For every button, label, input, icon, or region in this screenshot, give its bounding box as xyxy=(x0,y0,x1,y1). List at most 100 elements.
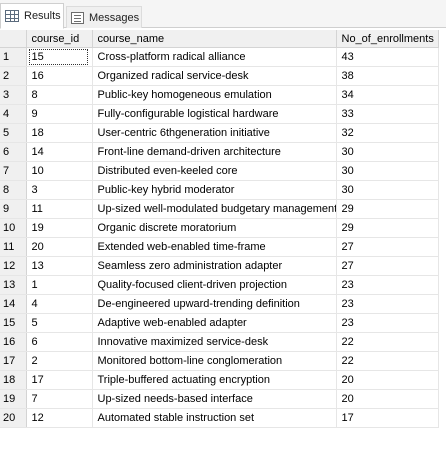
cell-enrollments[interactable]: 22 xyxy=(336,332,439,352)
cell-course-id[interactable]: 18 xyxy=(26,123,93,143)
cell-course-name[interactable]: Front-line demand-driven architecture xyxy=(92,142,337,162)
row-number[interactable]: 20 xyxy=(0,408,27,428)
cell-course-name[interactable]: Seamless zero administration adapter xyxy=(92,256,337,276)
cell-enrollments[interactable]: 23 xyxy=(336,313,439,333)
cell-course-id[interactable]: 9 xyxy=(26,104,93,124)
table-row[interactable]: 9 11 Up-sized well-modulated budgetary man… xyxy=(0,199,439,219)
column-header-course-name[interactable]: course_name xyxy=(92,30,337,48)
cell-course-name[interactable]: Extended web-enabled time-frame xyxy=(92,237,337,257)
column-header-enrollments[interactable]: No_of_enrollments xyxy=(336,30,439,48)
table-row[interactable]: 5 18 User-centric 6thgeneration initiative… xyxy=(0,123,439,143)
cell-enrollments[interactable]: 38 xyxy=(336,66,439,86)
table-row[interactable]: 1 15 Cross-platform radical alliance 43 xyxy=(0,47,439,67)
cell-course-name[interactable]: Up-sized needs-based interface xyxy=(92,389,337,409)
cell-course-id[interactable]: 16 xyxy=(26,66,93,86)
cell-enrollments[interactable]: 29 xyxy=(336,199,439,219)
cell-course-name[interactable]: Adaptive web-enabled adapter xyxy=(92,313,337,333)
row-number[interactable]: 9 xyxy=(0,199,27,219)
table-row[interactable]: 12 13 Seamless zero administration adapter… xyxy=(0,256,439,276)
row-number[interactable]: 15 xyxy=(0,313,27,333)
cell-course-id[interactable]: 12 xyxy=(26,408,93,428)
cell-course-id[interactable]: 15 xyxy=(26,47,93,67)
cell-enrollments[interactable]: 30 xyxy=(336,161,439,181)
row-number[interactable]: 13 xyxy=(0,275,27,295)
cell-enrollments[interactable]: 23 xyxy=(336,294,439,314)
cell-course-id[interactable]: 7 xyxy=(26,389,93,409)
table-row[interactable]: 14 4 De-engineered upward-trending definit… xyxy=(0,294,439,314)
cell-course-name[interactable]: Automated stable instruction set xyxy=(92,408,337,428)
cell-course-id[interactable]: 20 xyxy=(26,237,93,257)
cell-course-id[interactable]: 1 xyxy=(26,275,93,295)
cell-enrollments[interactable]: 27 xyxy=(336,237,439,257)
cell-course-id[interactable]: 10 xyxy=(26,161,93,181)
cell-enrollments[interactable]: 43 xyxy=(336,47,439,67)
cell-course-name[interactable]: User-centric 6thgeneration initiative xyxy=(92,123,337,143)
row-number[interactable]: 16 xyxy=(0,332,27,352)
cell-enrollments[interactable]: 22 xyxy=(336,351,439,371)
row-number[interactable]: 3 xyxy=(0,85,27,105)
table-row[interactable]: 4 9 Fully-configurable logistical hardware… xyxy=(0,104,439,124)
cell-enrollments[interactable]: 20 xyxy=(336,389,439,409)
cell-enrollments[interactable]: 32 xyxy=(336,123,439,143)
cell-course-id[interactable]: 5 xyxy=(26,313,93,333)
row-number[interactable]: 4 xyxy=(0,104,27,124)
cell-enrollments[interactable]: 30 xyxy=(336,142,439,162)
row-number[interactable]: 18 xyxy=(0,370,27,390)
cell-course-id[interactable]: 13 xyxy=(26,256,93,276)
table-row[interactable]: 6 14 Front-line demand-driven architecture… xyxy=(0,142,439,162)
table-row[interactable]: 20 12 Automated stable instruction set 17 xyxy=(0,408,439,428)
cell-enrollments[interactable]: 17 xyxy=(336,408,439,428)
row-number[interactable]: 12 xyxy=(0,256,27,276)
row-number[interactable]: 2 xyxy=(0,66,27,86)
cell-course-id[interactable]: 6 xyxy=(26,332,93,352)
cell-course-name[interactable]: Monitored bottom-line conglomeration xyxy=(92,351,337,371)
cell-course-name[interactable]: Quality-focused client-driven projection xyxy=(92,275,337,295)
row-number[interactable]: 19 xyxy=(0,389,27,409)
table-row[interactable]: 7 10 Distributed even-keeled core 30 xyxy=(0,161,439,181)
cell-course-name[interactable]: Innovative maximized service-desk xyxy=(92,332,337,352)
row-number[interactable]: 8 xyxy=(0,180,27,200)
cell-course-name[interactable]: Distributed even-keeled core xyxy=(92,161,337,181)
row-number[interactable]: 11 xyxy=(0,237,27,257)
cell-course-name[interactable]: Cross-platform radical alliance xyxy=(92,47,337,67)
cell-course-id[interactable]: 19 xyxy=(26,218,93,238)
cell-enrollments[interactable]: 20 xyxy=(336,370,439,390)
column-header-course-id[interactable]: course_id xyxy=(26,30,93,48)
row-number[interactable]: 7 xyxy=(0,161,27,181)
cell-course-id[interactable]: 2 xyxy=(26,351,93,371)
row-number[interactable]: 1 xyxy=(0,47,27,67)
select-all-corner[interactable] xyxy=(0,30,27,48)
row-number[interactable]: 17 xyxy=(0,351,27,371)
cell-course-name[interactable]: Organized radical service-desk xyxy=(92,66,337,86)
cell-course-name[interactable]: Up-sized well-modulated budgetary manage… xyxy=(92,199,337,219)
cell-course-name[interactable]: Public-key homogeneous emulation xyxy=(92,85,337,105)
table-row[interactable]: 19 7 Up-sized needs-based interface 20 xyxy=(0,389,439,409)
row-number[interactable]: 10 xyxy=(0,218,27,238)
cell-course-name[interactable]: De-engineered upward-trending definition xyxy=(92,294,337,314)
table-row[interactable]: 17 2 Monitored bottom-line conglomeration 2… xyxy=(0,351,439,371)
table-row[interactable]: 3 8 Public-key homogeneous emulation 34 xyxy=(0,85,439,105)
row-number[interactable]: 14 xyxy=(0,294,27,314)
results-grid[interactable]: course_id course_name No_of_enrollments … xyxy=(0,30,446,428)
cell-course-name[interactable]: Public-key hybrid moderator xyxy=(92,180,337,200)
table-row[interactable]: 18 17 Triple-buffered actuating encryption… xyxy=(0,370,439,390)
tab-messages[interactable]: Messages xyxy=(66,6,142,28)
cell-enrollments[interactable]: 33 xyxy=(336,104,439,124)
cell-enrollments[interactable]: 30 xyxy=(336,180,439,200)
cell-course-id[interactable]: 8 xyxy=(26,85,93,105)
table-row[interactable]: 8 3 Public-key hybrid moderator 30 xyxy=(0,180,439,200)
table-row[interactable]: 2 16 Organized radical service-desk 38 xyxy=(0,66,439,86)
cell-course-name[interactable]: Triple-buffered actuating encryption xyxy=(92,370,337,390)
table-row[interactable]: 16 6 Innovative maximized service-desk 22 xyxy=(0,332,439,352)
table-row[interactable]: 10 19 Organic discrete moratorium 29 xyxy=(0,218,439,238)
cell-enrollments[interactable]: 23 xyxy=(336,275,439,295)
cell-enrollments[interactable]: 34 xyxy=(336,85,439,105)
cell-course-id[interactable]: 14 xyxy=(26,142,93,162)
cell-course-name[interactable]: Fully-configurable logistical hardware xyxy=(92,104,337,124)
row-number[interactable]: 6 xyxy=(0,142,27,162)
cell-course-id[interactable]: 11 xyxy=(26,199,93,219)
tab-results[interactable]: Results xyxy=(0,3,64,29)
cell-enrollments[interactable]: 29 xyxy=(336,218,439,238)
row-number[interactable]: 5 xyxy=(0,123,27,143)
table-row[interactable]: 15 5 Adaptive web-enabled adapter 23 xyxy=(0,313,439,333)
